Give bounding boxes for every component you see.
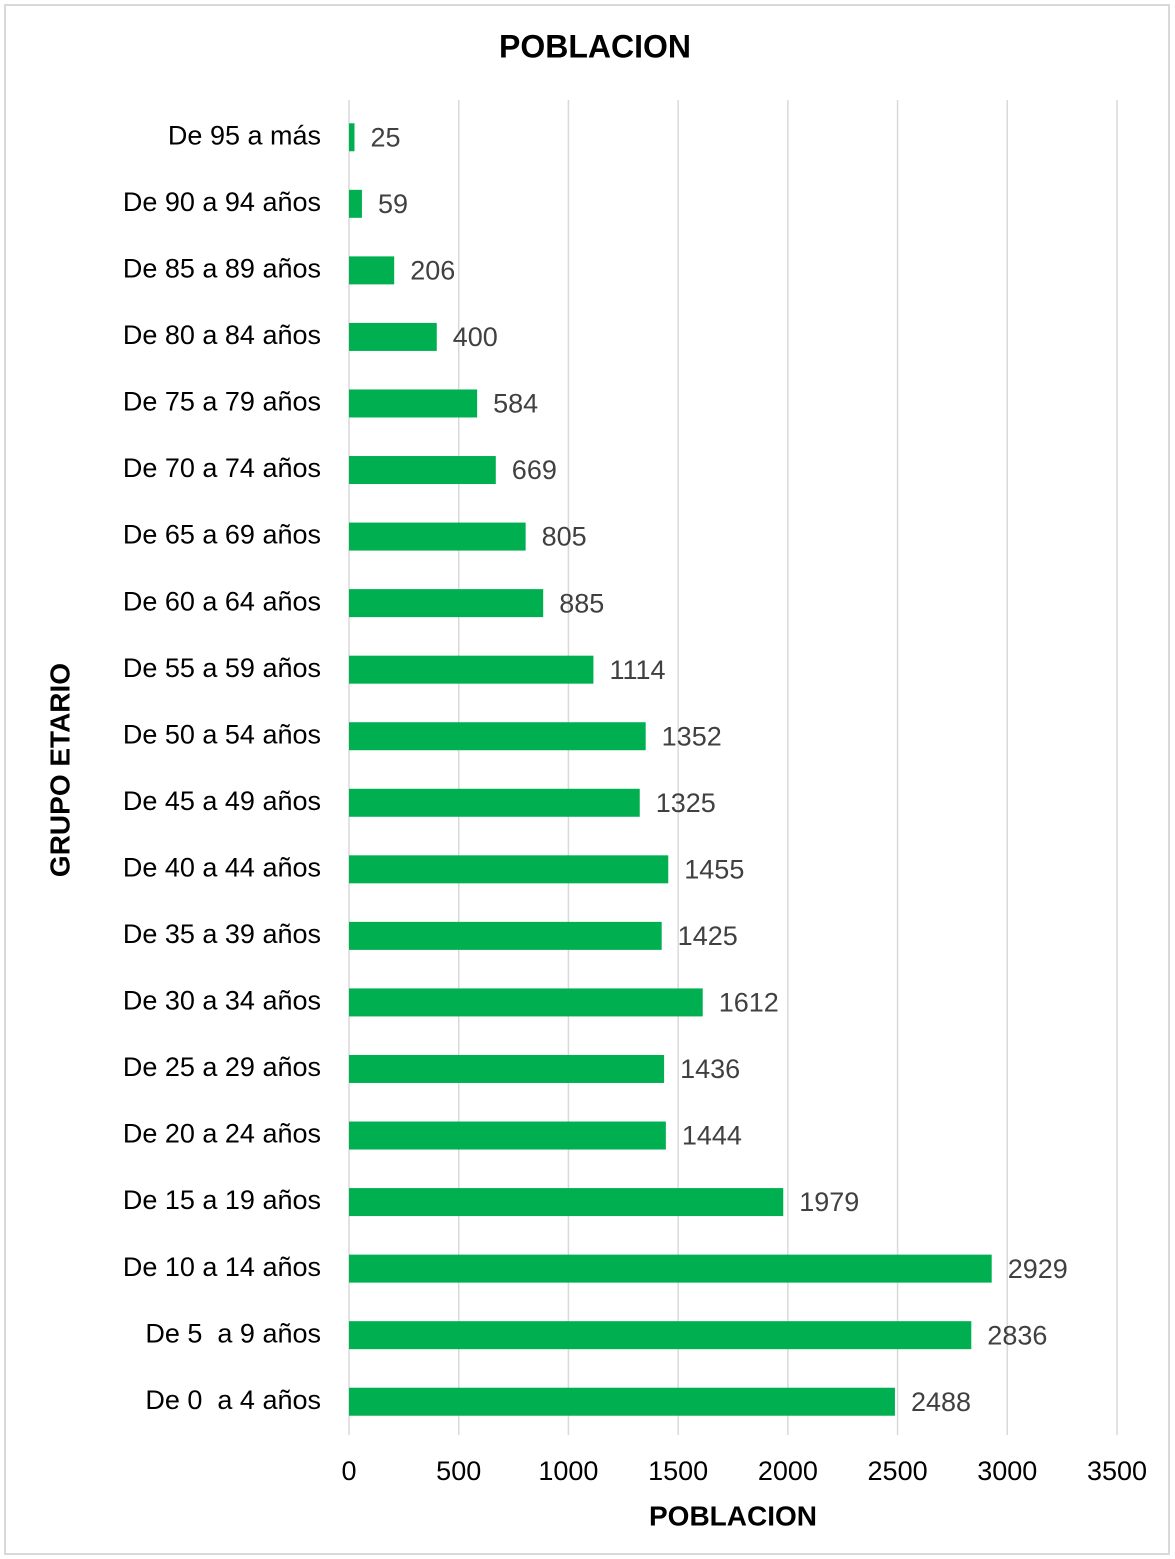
data-label: 1425 [678,921,738,951]
data-label: 1444 [682,1121,742,1151]
bar [349,722,646,751]
x-tick-label: 0 [341,1456,356,1486]
y-tick-label: De 45 a 49 años [123,786,321,816]
data-label: 805 [542,522,587,552]
y-tick-label: De 80 a 84 años [123,320,321,350]
x-tick-label: 1000 [538,1456,598,1486]
y-tick-label: De 95 a más [168,120,321,150]
data-label: 2488 [911,1387,971,1417]
bar [349,1054,665,1083]
y-axis-title: GRUPO ETARIO [44,663,75,877]
data-label: 1612 [719,988,779,1018]
y-tick-label: De 55 a 59 años [123,653,321,683]
data-label: 1114 [609,655,665,685]
bar [349,123,355,152]
y-tick-label: De 90 a 94 años [123,187,321,217]
data-label: 1979 [799,1187,859,1217]
y-tick-label: De 65 a 69 años [123,520,321,550]
bar [349,1387,895,1416]
y-tick-label: De 30 a 34 años [123,986,321,1016]
x-tick-label: 500 [436,1456,481,1486]
y-tick-label: De 20 a 24 años [123,1119,321,1149]
y-tick-label: De 50 a 54 años [123,719,321,749]
y-tick-label: De 40 a 44 años [123,852,321,882]
x-tick-label: 3500 [1087,1456,1147,1486]
bar [349,1254,992,1283]
y-tick-label: De 5 a 9 años [145,1318,321,1348]
data-label: 1436 [680,1054,740,1084]
y-tick-label: De 10 a 14 años [123,1252,321,1282]
data-label: 59 [378,189,408,219]
bar [349,256,395,285]
y-tick-label: De 60 a 64 años [123,586,321,616]
bar [349,456,496,485]
bar [349,1188,784,1217]
bar [349,655,594,684]
x-tick-label: 2500 [868,1456,928,1486]
bar [349,1121,666,1150]
data-label: 669 [512,455,557,485]
x-axis-title: POBLACION [649,1500,817,1531]
data-label: 1455 [684,854,744,884]
y-tick-label: De 35 a 39 años [123,919,321,949]
y-tick-label: De 25 a 29 años [123,1052,321,1082]
data-label: 25 [370,122,400,152]
bar [349,988,703,1017]
data-label: 2929 [1008,1254,1068,1284]
data-label: 1352 [662,721,722,751]
data-label: 2836 [987,1320,1047,1350]
y-tick-label: De 75 a 79 años [123,387,321,417]
y-tick-label: De 70 a 74 años [123,453,321,483]
data-label: 400 [453,322,498,352]
y-tick-label: De 15 a 19 años [123,1185,321,1215]
bar [349,788,640,817]
bar [349,855,669,884]
bar [349,322,437,351]
data-label: 885 [559,588,604,618]
data-label: 584 [493,389,538,419]
y-tick-label: De 0 a 4 años [145,1385,321,1415]
y-tick-label: De 85 a 89 años [123,254,321,284]
data-label: 206 [410,256,455,286]
data-label: 1325 [656,788,716,818]
bar [349,1321,972,1350]
bar [349,921,662,950]
x-tick-label: 1500 [648,1456,708,1486]
chart-title: POBLACION [499,28,691,64]
x-tick-label: 3000 [977,1456,1037,1486]
chart-border [4,4,1170,1555]
bar [349,589,544,618]
bar [349,522,526,551]
bar [349,189,362,218]
x-tick-label: 2000 [758,1456,818,1486]
bar [349,389,478,418]
